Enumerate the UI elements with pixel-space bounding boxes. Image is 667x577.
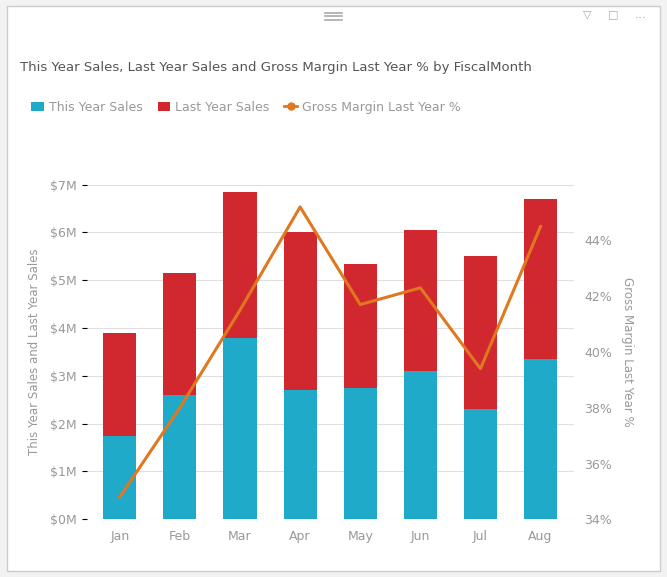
- Bar: [464, 256, 497, 409]
- Y-axis label: Gross Margin Last Year %: Gross Margin Last Year %: [621, 277, 634, 427]
- Text: ...: ...: [634, 8, 646, 21]
- Text: This Year Sales, Last Year Sales and Gross Margin Last Year % by FiscalMonth: This Year Sales, Last Year Sales and Gro…: [20, 61, 532, 74]
- Bar: [464, 409, 497, 519]
- Legend: This Year Sales, Last Year Sales, Gross Margin Last Year %: This Year Sales, Last Year Sales, Gross …: [26, 96, 466, 119]
- Bar: [283, 390, 317, 519]
- Bar: [103, 436, 136, 519]
- Bar: [283, 233, 317, 390]
- Bar: [524, 359, 557, 519]
- Y-axis label: This Year Sales and Last Year Sales: This Year Sales and Last Year Sales: [28, 249, 41, 455]
- Bar: [344, 264, 377, 388]
- Bar: [344, 388, 377, 519]
- Bar: [524, 199, 557, 359]
- Bar: [404, 371, 437, 519]
- Text: □: □: [608, 9, 619, 20]
- Bar: [103, 333, 136, 436]
- Bar: [163, 395, 196, 519]
- Bar: [223, 192, 257, 338]
- Text: ▽: ▽: [583, 9, 591, 20]
- FancyBboxPatch shape: [7, 6, 660, 571]
- Bar: [404, 230, 437, 371]
- Bar: [223, 338, 257, 519]
- Bar: [163, 273, 196, 395]
